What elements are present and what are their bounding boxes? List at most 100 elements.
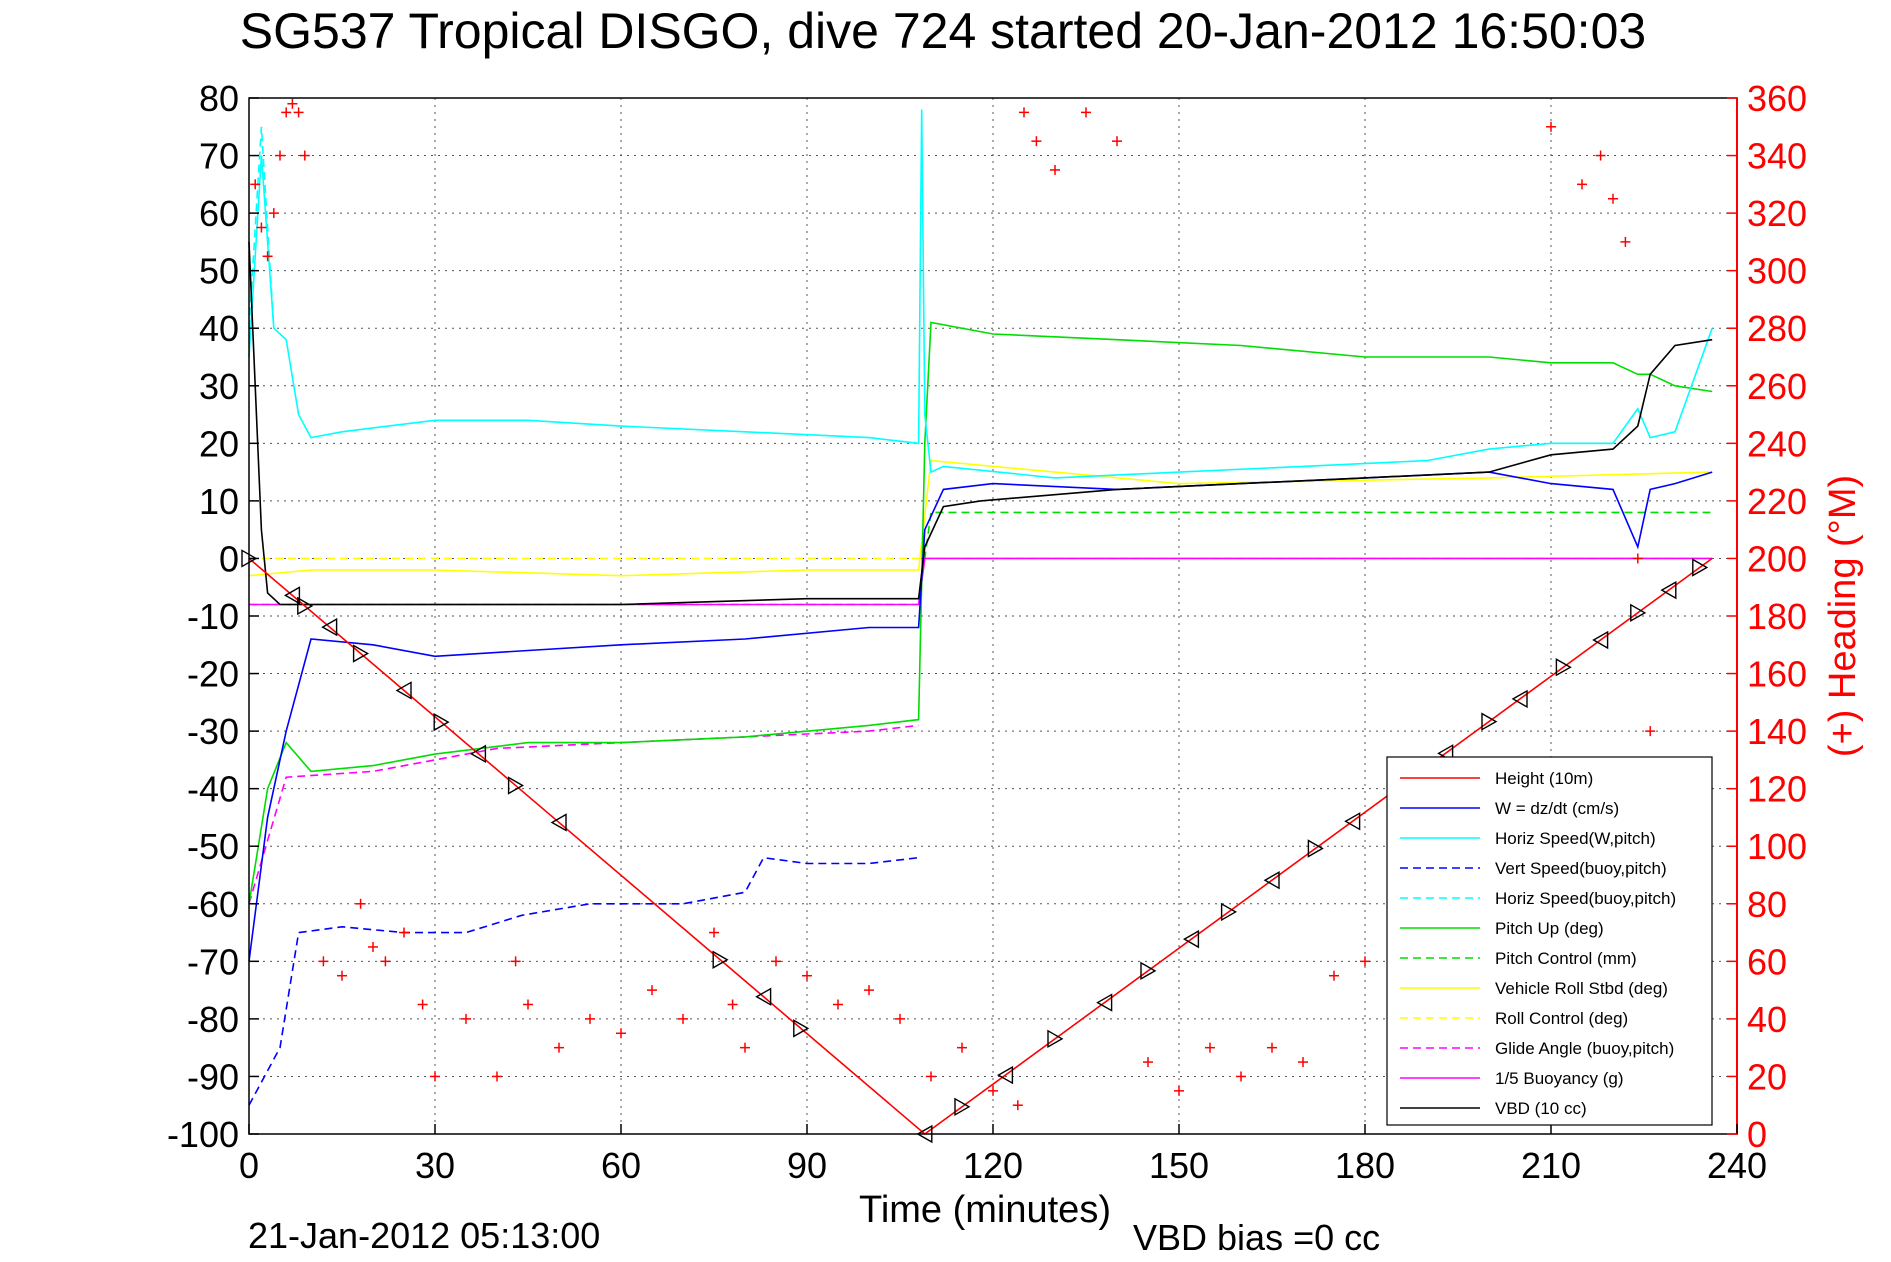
heading-point [510, 956, 521, 967]
y-right-tick-label: 100 [1747, 826, 1807, 867]
x-tick-label: 240 [1707, 1145, 1767, 1186]
legend-label: 1/5 Buoyancy (g) [1495, 1069, 1624, 1088]
y-left-tick-label: 10 [199, 481, 239, 522]
heading-points [250, 98, 1680, 1111]
heading-point [355, 898, 366, 909]
heading-point [771, 956, 781, 967]
heading-point [802, 970, 812, 981]
y-right-tick-label: 320 [1747, 193, 1807, 234]
legend-entry: Height (10m) [1400, 769, 1593, 788]
heading-point [399, 927, 409, 938]
legend-entry: Vert Speed(buoy,pitch) [1400, 859, 1667, 878]
legend-entry: 1/5 Buoyancy (g) [1400, 1069, 1624, 1088]
legend-entry: Roll Control (deg) [1400, 1009, 1628, 1028]
heading-point [1174, 1085, 1184, 1096]
x-tick-label: 150 [1149, 1145, 1209, 1186]
heading-point [833, 999, 843, 1010]
heading-point [1081, 107, 1091, 118]
heading-point [988, 1085, 998, 1096]
y-left-tick-label: -90 [187, 1056, 239, 1097]
height-marker [550, 813, 567, 832]
heading-point [727, 999, 738, 1010]
heading-point [368, 941, 378, 952]
heading-point [678, 1013, 688, 1024]
y-right-tick-label: 220 [1747, 481, 1807, 522]
heading-point [430, 1071, 440, 1082]
legend-label: Pitch Up (deg) [1495, 919, 1604, 938]
heading-point [337, 970, 347, 981]
height-marker [1263, 871, 1280, 890]
heading-point [281, 107, 292, 118]
height-marker [1220, 902, 1238, 922]
heading-point [275, 150, 285, 161]
y-left-tick-label: 50 [199, 251, 239, 292]
heading-point [1031, 136, 1042, 147]
heading-point [1632, 553, 1643, 564]
legend-entry: Pitch Control (mm) [1400, 949, 1637, 968]
y-right-tick-label: 260 [1747, 366, 1807, 407]
series-line [248, 856, 919, 1106]
y-left-tick-label: 70 [199, 136, 239, 177]
legend-label: Height (10m) [1495, 769, 1593, 788]
legend-entry: Horiz Speed(W,pitch) [1400, 829, 1656, 848]
heading-point [1329, 970, 1339, 981]
y-left-tick-label: -80 [187, 999, 239, 1040]
series-line [248, 724, 919, 905]
series-line [248, 241, 1713, 606]
y-left-tick-label: -70 [187, 941, 239, 982]
legend-label: Glide Angle (buoy,pitch) [1495, 1039, 1674, 1058]
heading-point [287, 98, 298, 109]
heading-point [461, 1013, 471, 1024]
legend-label: Roll Control (deg) [1495, 1009, 1628, 1028]
legend-entry: VBD (10 cc) [1400, 1099, 1587, 1118]
heading-point [1620, 236, 1631, 247]
heading-point [1577, 179, 1587, 190]
heading-point [1298, 1057, 1308, 1068]
y-right-tick-label: 280 [1747, 308, 1807, 349]
heading-point [1143, 1057, 1153, 1068]
heading-point [1012, 1100, 1023, 1111]
y-right-tick-label: 180 [1747, 596, 1807, 637]
y-left-tick-label: 30 [199, 366, 239, 407]
x-tick-label: 90 [787, 1145, 827, 1186]
legend-label: Vert Speed(buoy,pitch) [1495, 859, 1667, 878]
series-line [248, 321, 1713, 904]
series-line [248, 109, 1713, 479]
x-tick-label: 0 [239, 1145, 259, 1186]
x-tick-label: 210 [1521, 1145, 1581, 1186]
legend-label: Horiz Speed(buoy,pitch) [1495, 889, 1676, 908]
series-line [248, 126, 275, 329]
footer-vbd-bias: VBD bias =0 cc [1133, 1217, 1380, 1258]
y-axis-right-label: (+) Heading (°M) [1822, 475, 1864, 757]
heading-point [293, 107, 304, 118]
x-axis: 0 30 60 90 120 150 180 210 240 [239, 1124, 1767, 1186]
heading-point [1546, 121, 1556, 132]
y-left-tick-label: -30 [187, 711, 239, 752]
height-marker [1344, 812, 1361, 831]
height-marker [469, 744, 487, 764]
y-right-tick-label: 20 [1747, 1056, 1787, 1097]
y-left-tick-label: 40 [199, 308, 239, 349]
heading-point [1205, 1042, 1215, 1053]
y-right-tick-label: 160 [1747, 654, 1807, 695]
height-marker [1692, 558, 1709, 577]
heading-point [250, 179, 261, 190]
height-marker [395, 681, 412, 700]
height-marker [1555, 658, 1572, 677]
legend-label: Horiz Speed(W,pitch) [1495, 829, 1656, 848]
height-marker [1630, 603, 1647, 623]
footer-timestamp: 21-Jan-2012 05:13:00 [248, 1215, 600, 1256]
y-right-tick-label: 340 [1747, 136, 1807, 177]
height-marker [712, 950, 729, 969]
series-line [248, 459, 1713, 577]
y-left-tick-label: -50 [187, 826, 239, 867]
height-marker [755, 987, 772, 1006]
heading-point [1019, 107, 1029, 118]
legend-entry: Horiz Speed(buoy,pitch) [1400, 889, 1676, 908]
x-tick-label: 120 [963, 1145, 1023, 1186]
height-marker [1140, 961, 1157, 981]
heading-point [1360, 956, 1370, 967]
height-marker [507, 776, 525, 795]
y-left-tick-label: 20 [199, 423, 239, 464]
